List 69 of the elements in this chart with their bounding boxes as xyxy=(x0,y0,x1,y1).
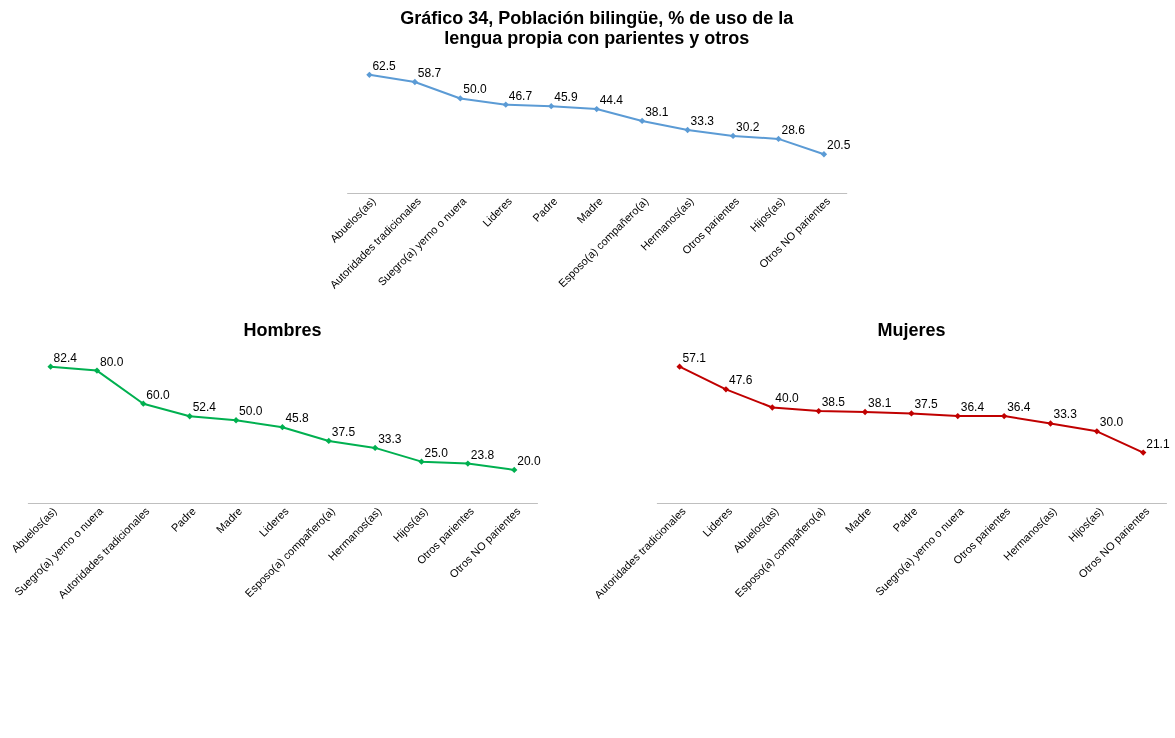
data-label: 20.0 xyxy=(517,453,541,468)
data-label: 28.6 xyxy=(781,122,806,137)
text: lengua propia con parientes y otros xyxy=(444,27,750,48)
point xyxy=(820,151,828,158)
data-label: 47.6 xyxy=(728,373,753,388)
data-label: 44.4 xyxy=(599,93,624,108)
data-label: 50.0 xyxy=(239,404,263,419)
data-label: 33.3 xyxy=(378,431,402,446)
point xyxy=(325,437,332,445)
point xyxy=(1047,420,1054,427)
data-label: 25.0 xyxy=(424,445,449,460)
point xyxy=(729,132,737,140)
data-label: 37.5 xyxy=(914,397,939,412)
point xyxy=(722,386,730,393)
point xyxy=(684,126,691,134)
data-label: 58.7 xyxy=(417,66,442,80)
point xyxy=(511,466,518,474)
point xyxy=(464,460,472,467)
data-label: 52.4 xyxy=(192,400,217,415)
data-label: 57.1 xyxy=(682,350,707,365)
data-label: 33.3 xyxy=(690,114,715,129)
point xyxy=(638,117,646,125)
point xyxy=(232,417,240,424)
point xyxy=(908,410,915,417)
point xyxy=(593,105,600,113)
data-label: 40.0 xyxy=(775,391,799,406)
point xyxy=(1140,449,1147,456)
point xyxy=(1093,428,1101,435)
data-label: 38.1 xyxy=(868,396,892,411)
point xyxy=(502,101,509,108)
data-label: 50.0 xyxy=(463,82,487,97)
point xyxy=(457,95,464,102)
data-label: 23.8 xyxy=(470,447,495,462)
point xyxy=(47,363,54,370)
data-label: 38.5 xyxy=(821,395,846,410)
point xyxy=(775,135,782,143)
point xyxy=(954,412,961,420)
point xyxy=(279,424,286,431)
data-label: 45.9 xyxy=(554,90,578,105)
point xyxy=(411,78,419,86)
data-label: 20.5 xyxy=(826,138,851,153)
data-label: 36.4 xyxy=(1007,400,1031,415)
data-label: 46.7 xyxy=(508,88,533,103)
point xyxy=(548,103,555,110)
data-label: 38.1 xyxy=(645,104,669,119)
chart-title: Mujeres xyxy=(877,319,946,340)
point xyxy=(861,408,869,416)
data-label: 37.5 xyxy=(331,424,356,439)
point xyxy=(371,444,379,452)
data-label: 30.2 xyxy=(736,119,760,134)
point xyxy=(418,458,425,465)
point xyxy=(769,404,776,411)
data-label: 21.1 xyxy=(1146,436,1170,451)
point xyxy=(676,363,683,370)
point xyxy=(366,71,373,78)
chart-title: Hombres xyxy=(243,319,322,340)
text: Gráfico 34, Población bilingüe, % de uso de la xyxy=(400,7,794,28)
point xyxy=(815,407,822,415)
point xyxy=(186,413,193,420)
point xyxy=(140,400,147,407)
data-label: 82.4 xyxy=(53,350,78,365)
data-label: 30.0 xyxy=(1099,415,1124,430)
data-label: 45.8 xyxy=(285,411,310,426)
data-label: 60.0 xyxy=(146,387,170,402)
data-label: 36.4 xyxy=(960,400,985,415)
data-label: 33.3 xyxy=(1053,407,1078,422)
data-label: 62.5 xyxy=(372,58,397,73)
point xyxy=(93,367,101,374)
data-label: 80.0 xyxy=(99,354,124,369)
